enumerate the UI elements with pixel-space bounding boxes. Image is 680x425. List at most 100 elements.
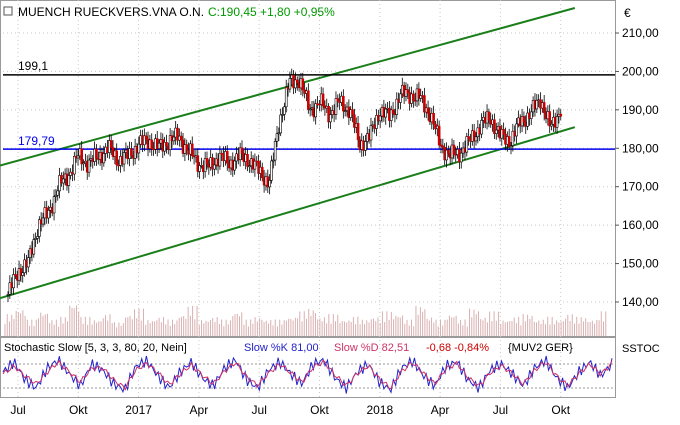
stochastic-lines [2,355,615,394]
candle-body [351,109,354,116]
y-tick-label: 140,00 [622,295,659,309]
candle-body [73,156,76,175]
candle-body [419,95,423,99]
candle-body [144,135,148,140]
candle-body [52,196,56,214]
candle-body [165,142,168,147]
candle-body [21,272,25,276]
candle-body [509,145,513,148]
volume-bars [4,305,607,336]
y-tick-label: 200,00 [622,64,659,78]
candle-body [143,135,146,146]
y-axis: 210,00 200,00 190,00 180,00 170,00 160,00 150,… [615,26,659,309]
candle-body [559,113,563,117]
candle-body [34,238,37,240]
y-tick-label: 180,00 [622,141,659,155]
square-swatch-icon [3,6,13,16]
candle-body [185,144,189,151]
candle-body [555,116,559,128]
candle-body [548,111,551,127]
x-axis: Jul Okt 2017 Apr Jul Okt 2018 Apr Jul Okt [10,403,570,417]
candle-body [487,111,491,121]
candle-body [480,120,483,135]
support-label: 179,79 [18,134,55,148]
y-tick-label: 150,00 [622,257,659,271]
candle-body [122,152,126,165]
candle-body [327,105,330,123]
y-tick-label: 170,00 [622,180,659,194]
candle-body [218,152,222,167]
candle-body [389,109,393,121]
candle-body [417,88,421,99]
candle-body [47,210,50,219]
candle-body [301,78,305,91]
x-tick-label: Jul [10,403,25,417]
x-tick-label: Okt [69,403,88,417]
candle-body [176,127,179,141]
candle-body [447,149,450,154]
stoch-series-k [2,355,613,394]
channel-lower-line [0,126,576,300]
candle-body [353,114,356,128]
candle-body [391,109,395,114]
candle-body [87,159,91,173]
x-tick-label: 2018 [366,403,393,417]
channel-upper-line [0,7,576,167]
price-panel-frame [0,0,616,337]
stochastic-title: Stochastic Slow [5, 3, 3, 80, 20, Nein] [4,342,187,354]
candle-body [535,99,539,110]
candle-body [399,93,402,103]
candle-body [283,106,286,115]
stochastic-panel-frame [0,337,616,398]
candle-body [288,78,292,90]
candle-body [502,129,505,135]
candle-body [426,107,430,114]
candle-body [240,147,244,154]
stoch-ref-text: {MUV2 GER} [508,342,573,354]
candle-body [253,160,257,170]
stoch-d-text: Slow %D 82,51 [334,342,409,354]
candle-body [467,136,470,140]
candle-body [334,98,338,115]
candle-body [6,294,10,296]
candle-body [272,159,275,162]
candle-body [515,123,518,137]
candle-body [32,239,36,255]
candle-body [336,98,340,102]
stoch-change-text: -0,68 -0,84% [426,342,489,354]
candle-body [522,116,526,123]
x-tick-label: Jul [252,403,267,417]
candle-body [445,149,448,161]
candle-body [41,217,45,225]
candle-body [225,151,229,164]
candle-body [109,140,113,148]
candle-body [356,123,360,141]
candle-body [157,142,161,149]
candle-body [38,219,41,237]
candle-body [284,87,288,108]
candle-body [36,236,39,239]
candle-body [238,147,242,161]
candle-body [342,95,345,112]
y-tick-label: 190,00 [622,103,659,117]
candle-body [179,135,183,141]
stochastic-legend: Stochastic Slow [5, 3, 3, 80, 20, Nein] … [4,342,660,355]
candle-body [260,166,264,179]
stoch-series-d [2,359,613,391]
candle-body [268,180,271,188]
candle-body [172,136,176,142]
candle-body [196,155,200,172]
candle-body [308,108,312,111]
candle-body [294,79,297,89]
candle-body [12,274,15,289]
candle-body [452,144,456,155]
resistance-label: 199,1 [18,59,48,73]
candle-body [423,95,426,113]
candle-body [511,130,515,146]
candle-body [404,89,408,97]
candle-body [115,150,119,166]
x-tick-label: Apr [190,403,209,417]
candle-body [67,175,71,186]
candle-body [76,155,80,159]
